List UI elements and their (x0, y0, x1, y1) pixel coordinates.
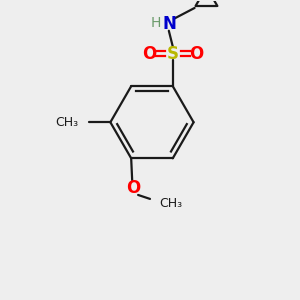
Text: CH₃: CH₃ (159, 197, 182, 210)
Text: O: O (142, 44, 156, 62)
Text: H: H (151, 16, 161, 30)
Text: O: O (189, 44, 204, 62)
Text: N: N (163, 15, 177, 33)
Text: O: O (126, 179, 140, 197)
Text: S: S (167, 44, 179, 62)
Text: CH₃: CH₃ (56, 116, 79, 129)
